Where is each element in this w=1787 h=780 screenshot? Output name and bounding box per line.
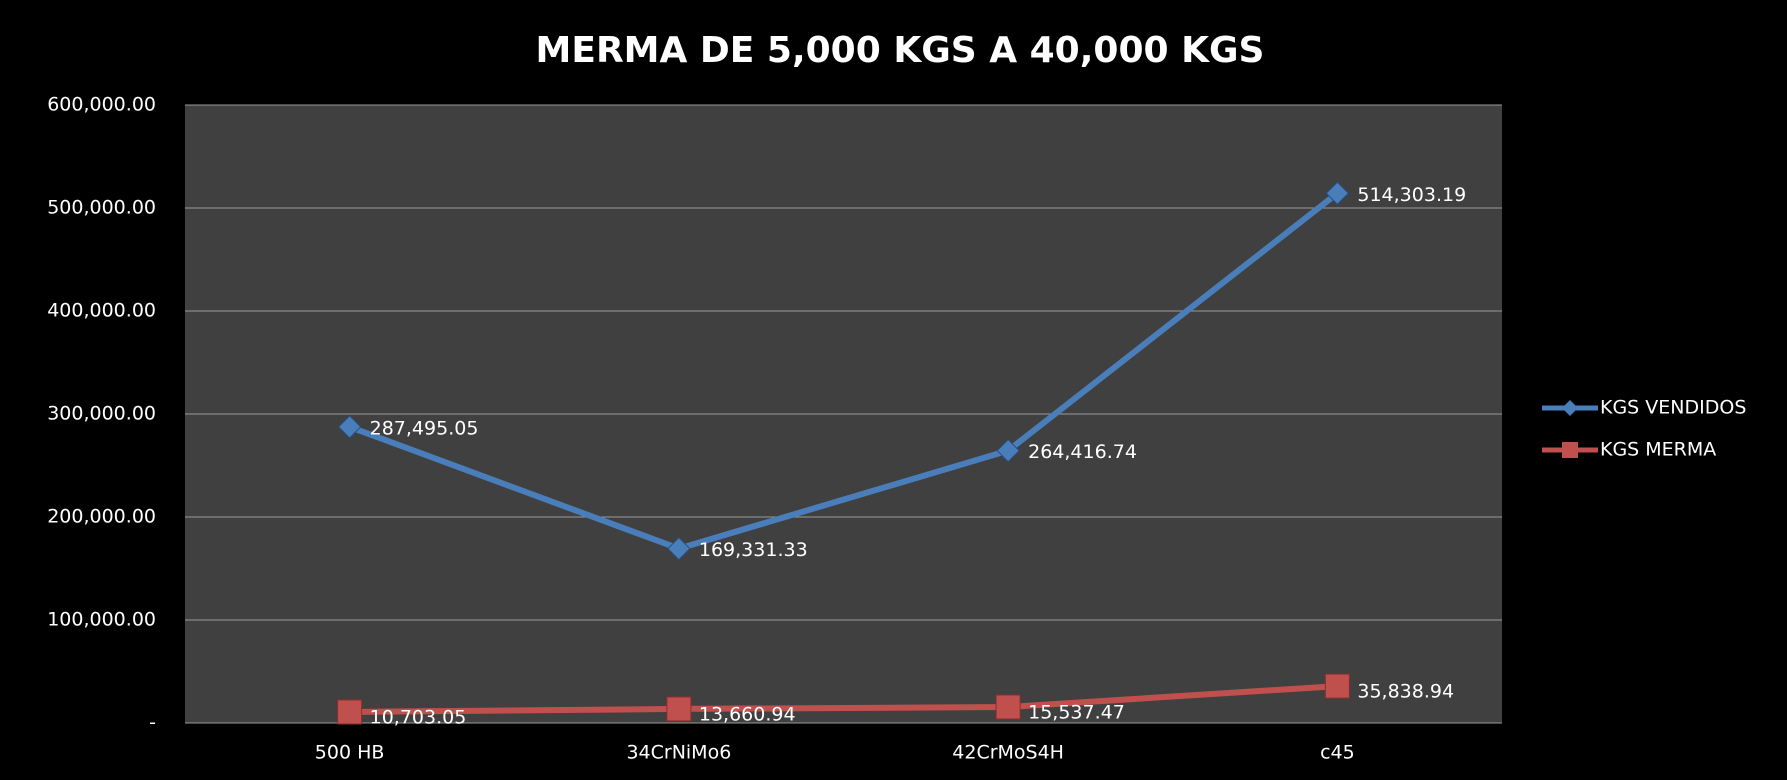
x-tick-label: 34CrNiMo6 [626, 742, 731, 764]
data-label: 169,331.33 [699, 539, 808, 561]
data-point [995, 694, 1021, 720]
data-point [337, 699, 363, 725]
data-label: 264,416.74 [1028, 441, 1137, 463]
series-line [348, 190, 1340, 552]
x-tick-label: 500 HB [315, 742, 385, 764]
data-label: 15,537.47 [1028, 701, 1125, 723]
data-point [996, 438, 1020, 463]
data-label: 514,303.19 [1357, 184, 1466, 206]
x-tick-label: 42CrMoS4H [952, 742, 1064, 764]
y-tick-label: 400,000.00 [47, 300, 156, 322]
series-line [349, 683, 1338, 715]
data-label: 35,838.94 [1357, 681, 1454, 703]
y-tick-label: 100,000.00 [47, 609, 156, 631]
legend-marker [1562, 400, 1578, 416]
x-tick-label: c45 [1320, 742, 1355, 764]
data-point [1325, 181, 1350, 205]
y-tick-label: 200,000.00 [47, 506, 156, 528]
y-tick-label: 300,000.00 [47, 403, 156, 425]
y-tick-label: - [149, 712, 156, 734]
legend-label: KGS VENDIDOS [1600, 397, 1746, 419]
y-tick-label: 600,000.00 [47, 94, 156, 116]
y-tick-label: 500,000.00 [47, 197, 156, 219]
legend-label: KGS MERMA [1600, 439, 1716, 461]
legend-marker [1562, 442, 1578, 458]
chart-title: MERMA DE 5,000 KGS A 40,000 KGS [536, 30, 1265, 71]
data-label: 10,703.05 [370, 706, 467, 728]
data-label: 287,495.05 [370, 417, 479, 439]
data-point [666, 696, 692, 722]
data-point [1324, 673, 1350, 699]
data-point [337, 415, 362, 439]
data-point [667, 536, 691, 561]
data-label: 13,660.94 [699, 703, 796, 725]
